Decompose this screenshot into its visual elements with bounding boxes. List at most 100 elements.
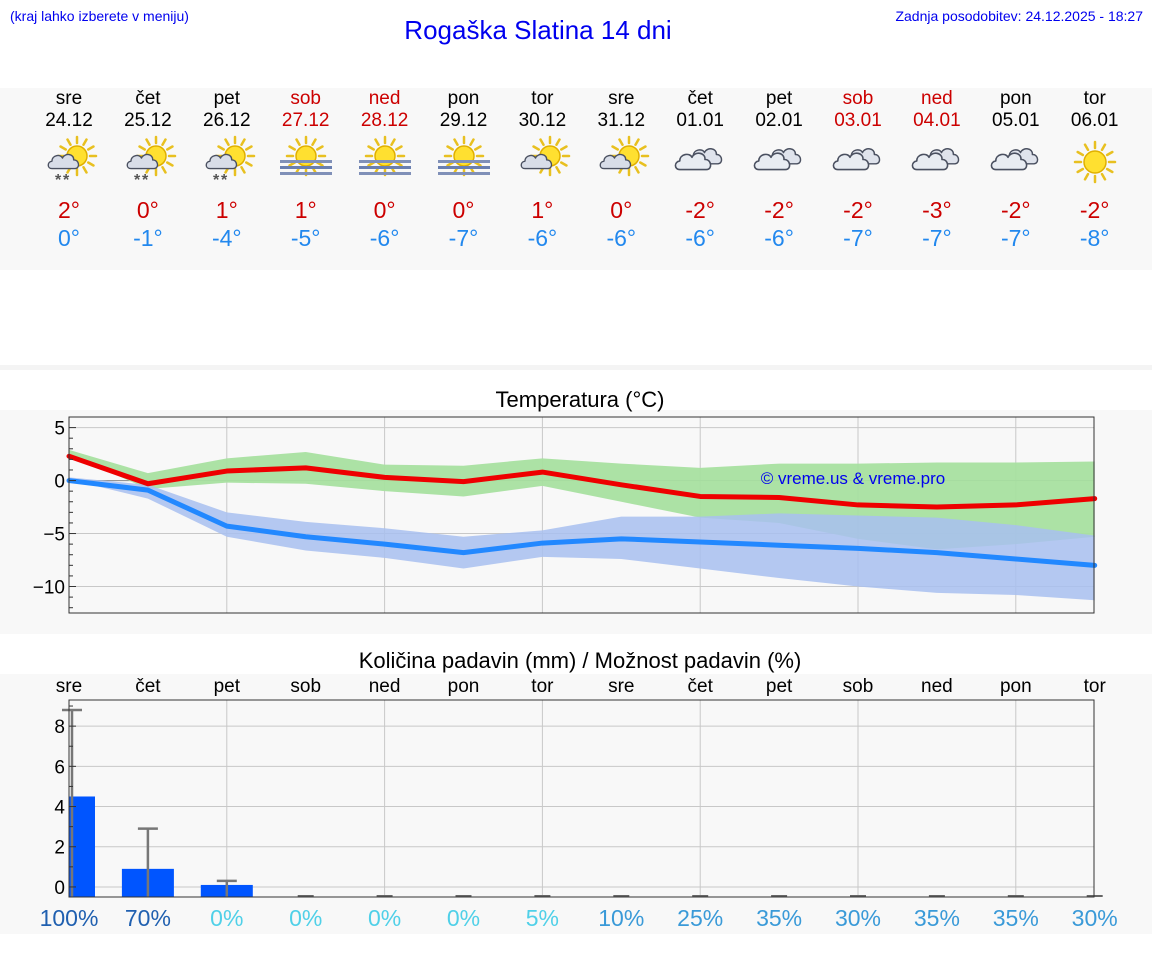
temp-min: -6° [606, 225, 637, 251]
day-column: čet 25.12 * * 0° -1° [108, 88, 188, 252]
temp-max: -2° [1079, 197, 1110, 223]
x-category-label: pet [214, 676, 241, 697]
x-category-label: tor [531, 676, 554, 697]
day-column: sob 03.01 -2° -7° [818, 88, 898, 252]
temp-min: -6° [685, 225, 716, 251]
day-name: tor [531, 88, 554, 109]
divider [0, 365, 1152, 370]
x-category-label: tor [1084, 676, 1107, 697]
temp-min: -6° [369, 225, 400, 251]
temp-min: -7° [448, 225, 479, 251]
cloud-icon [674, 148, 723, 171]
precip-probability: 70% [125, 905, 171, 931]
y-tick-label: 5 [54, 419, 65, 440]
temp-max: -2° [843, 197, 873, 223]
cloud-icon [832, 148, 881, 171]
temp-min: -5° [290, 225, 321, 251]
day-date: 25.12 [124, 110, 172, 131]
sun-fog-icon [358, 135, 411, 177]
sun-fog-icon [437, 135, 490, 177]
day-name: čet [135, 88, 161, 109]
day-column: sre 24.12 * * 2° 0° [29, 88, 109, 252]
y-tick-label: −10 [33, 578, 65, 599]
precip-probability: 35% [756, 905, 802, 931]
day-column: tor 06.01 -2° -8° [1055, 88, 1135, 252]
temp-max: 0° [373, 197, 396, 223]
precip-probability: 30% [835, 905, 881, 931]
x-category-label: pet [766, 676, 793, 697]
day-name: sob [290, 88, 321, 109]
day-name: tor [1083, 88, 1106, 109]
svg-text:*: * [134, 172, 141, 189]
x-category-label: pon [448, 676, 480, 697]
svg-text:*: * [142, 172, 149, 189]
x-category-label: pon [1000, 676, 1032, 697]
day-date: 06.01 [1070, 110, 1119, 131]
svg-text:*: * [63, 172, 70, 189]
precip-chart-title: Količina padavin (mm) / Možnost padavin … [358, 648, 802, 673]
day-column: pet 02.01 -2° -6° [739, 88, 819, 252]
day-name: pet [213, 88, 240, 109]
y-tick-label: 0 [54, 472, 65, 493]
day-date: 29.12 [439, 110, 488, 131]
day-name: čet [687, 88, 713, 109]
temp-max: 1° [294, 197, 317, 223]
day-date: 28.12 [360, 110, 409, 131]
day-date: 30.12 [518, 110, 567, 131]
y-tick-label: 6 [54, 757, 65, 778]
x-category-label: čet [688, 676, 714, 697]
y-tick-label: 0 [54, 878, 65, 899]
day-date: 05.01 [992, 110, 1040, 131]
day-column: pon 29.12 0° -7° [424, 88, 504, 252]
x-category-label: sob [843, 676, 874, 697]
precip-probability: 0% [447, 905, 480, 931]
page-title: Rogaška Slatina 14 dni [404, 15, 672, 45]
day-column: sre 31.12 0° -6° [581, 88, 661, 252]
sun-cloud-snow-icon: * * [205, 135, 256, 189]
y-tick-label: 8 [54, 717, 65, 738]
day-column: ned 04.01 -3° -7° [897, 88, 977, 252]
day-name: sre [608, 88, 635, 109]
day-date: 02.01 [755, 110, 803, 131]
forecast-band [0, 88, 1152, 270]
temp-min: -6° [527, 225, 558, 251]
precip-probability: 10% [598, 905, 644, 931]
temp-max: 2° [58, 197, 80, 223]
temp-max: -2° [764, 197, 794, 223]
sun-icon [1073, 140, 1116, 184]
precip-probability: 0% [210, 905, 243, 931]
x-category-label: sre [56, 676, 82, 697]
x-category-label: sre [608, 676, 634, 697]
temp-max: -2° [1000, 197, 1031, 223]
temperature-chart: © vreme.us & vreme.pro 5 0 −5 −10 [33, 416, 1098, 614]
day-name: ned [921, 88, 953, 109]
day-date: 31.12 [597, 110, 646, 131]
cloud-icon [753, 148, 802, 171]
menu-hint: (kraj lahko izberete v meniju) [10, 8, 189, 24]
temp-min: -1° [133, 225, 163, 251]
day-name: pon [999, 88, 1032, 109]
day-name: sob [842, 88, 874, 109]
svg-text:*: * [55, 172, 62, 189]
precip-probability: 0% [289, 905, 322, 931]
temp-min: -7° [843, 225, 873, 251]
temp-min: 0° [58, 225, 80, 251]
day-date: 03.01 [834, 110, 882, 131]
sun-fog-icon [279, 135, 332, 177]
watermark: © vreme.us & vreme.pro [761, 469, 945, 488]
day-date: 26.12 [203, 110, 251, 131]
precip-probability: 30% [1072, 905, 1118, 931]
day-name: ned [368, 88, 401, 109]
x-category-label: ned [369, 676, 401, 697]
temp-min: -7° [922, 225, 952, 251]
cloud-icon [911, 148, 960, 171]
temp-chart-title: Temperatura (°C) [495, 387, 665, 412]
precip-probability: 35% [914, 905, 960, 931]
precip-probability: 25% [677, 905, 723, 931]
plot-frame [68, 416, 1095, 614]
plot-area [69, 700, 1094, 897]
precip-probability: 0% [368, 905, 401, 931]
temp-min: -4° [211, 225, 242, 251]
precipitation-chart: sre čet pet sob ned pon tor sre čet pet sob ned pon t… [40, 676, 1118, 931]
svg-text:*: * [213, 172, 220, 189]
